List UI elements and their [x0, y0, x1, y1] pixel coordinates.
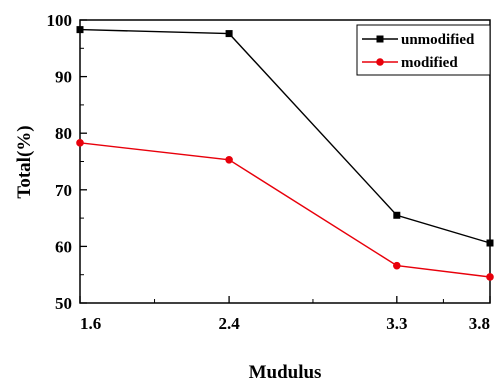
legend-label-modified: modified: [401, 55, 458, 71]
data-point-unmodified: [393, 211, 401, 219]
y-axis-title: Total(%): [14, 125, 35, 198]
legend-box: [356, 24, 491, 76]
y-tick-label: 50: [55, 294, 72, 313]
legend: unmodified modified: [356, 24, 491, 76]
series-line-modified: [79, 142, 491, 278]
series-layer: [76, 26, 494, 281]
legend-marker-modified: [376, 58, 384, 66]
y-tick-label: 80: [55, 124, 72, 143]
legend-label-unmodified: unmodified: [401, 32, 475, 48]
x-tick-label: 2.4: [218, 314, 240, 333]
x-tick-label: 3.8: [469, 314, 490, 333]
x-tick-label: 3.3: [386, 314, 407, 333]
y-axis: 50 60 70 80 90 100: [47, 11, 87, 313]
x-tick-label: 1.6: [80, 314, 101, 333]
x-axis: 1.6 2.4 3.3 3.8: [79, 296, 491, 333]
series-line-unmodified: [79, 28, 491, 244]
y-tick-label: 60: [55, 237, 72, 256]
data-point-modified: [393, 261, 401, 270]
data-point-unmodified: [76, 26, 84, 34]
y-tick-label: 100: [47, 11, 73, 30]
data-point-modified: [225, 156, 233, 164]
data-point-unmodified: [486, 239, 494, 247]
legend-marker-unmodified: [376, 35, 384, 43]
data-point-unmodified: [225, 30, 233, 38]
data-point-modified: [486, 273, 494, 281]
data-point-modified: [76, 139, 84, 147]
x-axis-title: Mudulus: [249, 362, 322, 382]
y-tick-label: 90: [55, 68, 72, 87]
y-tick-label: 70: [55, 181, 72, 200]
